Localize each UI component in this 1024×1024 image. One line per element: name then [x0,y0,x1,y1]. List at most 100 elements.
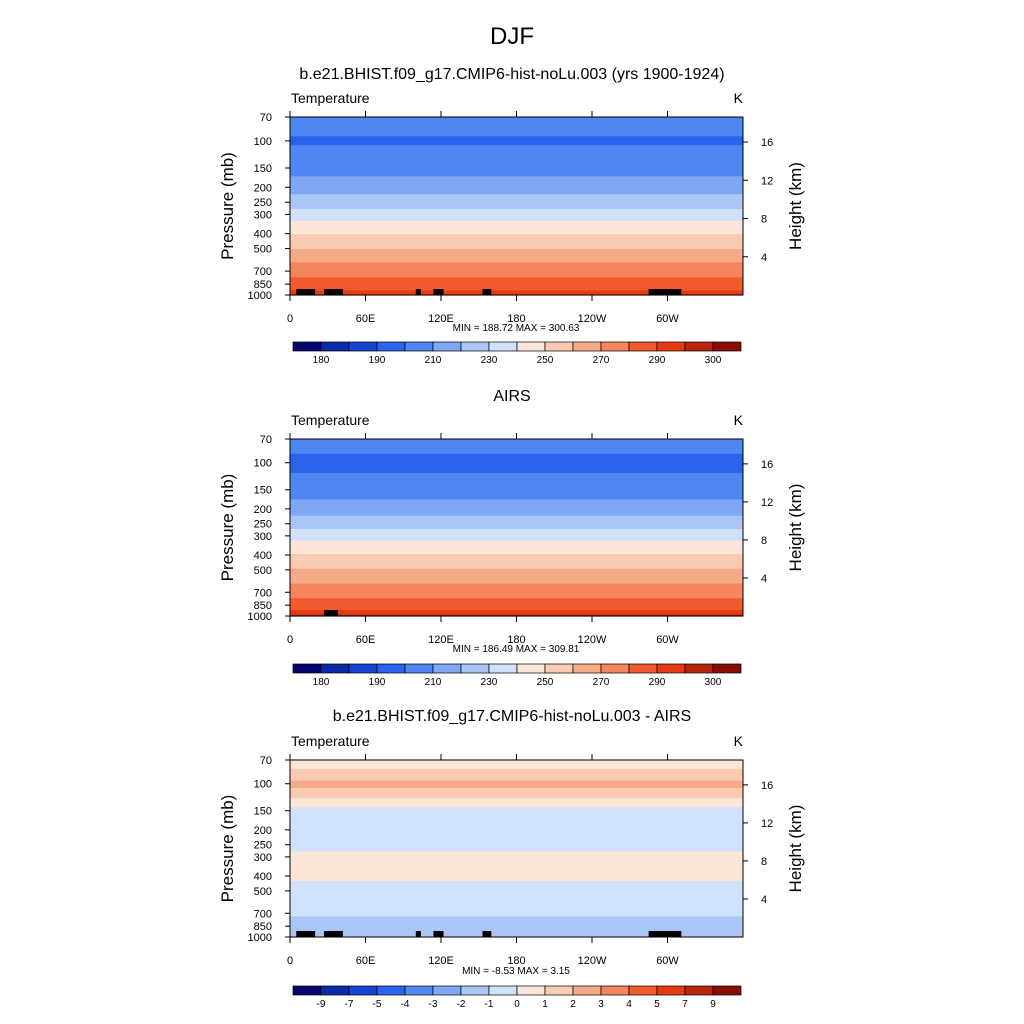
y-tick-label: 1000 [248,290,272,302]
contour-band [290,176,743,179]
topography-mask [296,931,316,937]
x-tick-label: 120W [578,955,607,967]
colorbar-label: 190 [369,677,386,688]
contour-band [290,526,743,529]
contour-band [290,180,743,183]
units-label: K [734,733,744,749]
contour-band [290,157,743,160]
contour-band [290,487,743,490]
y2-tick-label: 12 [761,175,773,187]
y2-tick-label: 12 [761,818,773,830]
colorbar-label: 180 [313,677,330,688]
contour-band [290,131,743,134]
contour-band [290,280,743,283]
contour-band [290,911,743,914]
colorbar-box [404,663,434,674]
contour-band [290,475,743,478]
contour-band [290,446,743,449]
contour-band [290,845,743,848]
contour-band [290,250,743,253]
contour-band [290,468,743,471]
colorbar-box [600,985,630,996]
colorbar-label: 230 [481,355,498,366]
contour-band [290,888,743,891]
contour-band [290,849,743,853]
x-tick-label: 120E [428,634,454,646]
contour-band [290,223,743,226]
contour-band [290,520,743,523]
contour-band [290,549,743,552]
colorbar-label: 3 [598,999,604,1010]
contour-band [290,611,743,614]
contour-band [290,577,743,580]
colorbar-box [488,663,518,674]
contour-band [290,765,743,768]
contour-band [290,571,743,574]
colorbar-box [488,985,518,996]
contour-band [290,567,743,570]
contour-band [290,928,743,931]
contour-band [290,835,743,838]
contour-band [290,142,743,145]
contour-band [290,873,743,876]
contour-band [290,536,743,539]
colorbar-box [348,341,378,352]
contour-band [290,768,743,771]
contour-band [290,534,743,537]
contour-band [290,121,743,124]
y-tick-label: 850 [254,921,272,933]
contour-band [290,848,743,851]
y-tick-label: 500 [254,886,272,898]
x-tick-label: 180 [507,634,525,646]
y-tick-label: 850 [254,279,272,291]
contour-band [290,146,743,149]
contour-band [290,220,743,223]
contour-band [290,268,743,271]
contour-band [290,440,743,443]
topography-mask [323,289,332,295]
y2-tick-label: 8 [761,214,767,226]
contour-band [290,934,743,937]
colorbar-label: -2 [457,999,466,1010]
x-tick-label: 60E [356,634,376,646]
y-tick-label: 700 [254,587,272,599]
contour-band [290,761,743,764]
y2-tick-label: 16 [761,780,773,792]
colorbar-box [460,985,490,996]
contour-band [290,802,743,805]
units-label: K [734,412,744,428]
colorbar-box [656,985,686,996]
contour-band [290,903,743,906]
contour-field [290,760,743,938]
x-tick-label: 180 [507,955,525,967]
x-tick-label: 120W [578,634,607,646]
contour-band [290,179,743,182]
contour-band [290,222,743,225]
contour-band [290,210,743,213]
contour-band [290,793,743,796]
contour-band [290,875,743,878]
colorbar-box [684,985,714,996]
contour-band [290,211,743,215]
contour-band [290,855,743,858]
y2-tick-label: 16 [761,459,773,471]
colorbar-box [684,663,714,674]
contour-band [290,194,743,197]
topography-mask [648,931,682,937]
contour-band [290,582,743,585]
colorbar-box [488,341,518,352]
contour-band [290,900,743,903]
contour-band [290,247,743,250]
contour-band [290,573,743,576]
contour-band [290,232,743,235]
y-tick-label: 400 [254,871,272,883]
contour-band [290,481,743,484]
colorbar-box [516,341,546,352]
contour-band [290,496,743,499]
contour-band [290,171,743,174]
contour-band [290,287,743,290]
contour-band [290,842,743,845]
contour-band [290,923,743,926]
